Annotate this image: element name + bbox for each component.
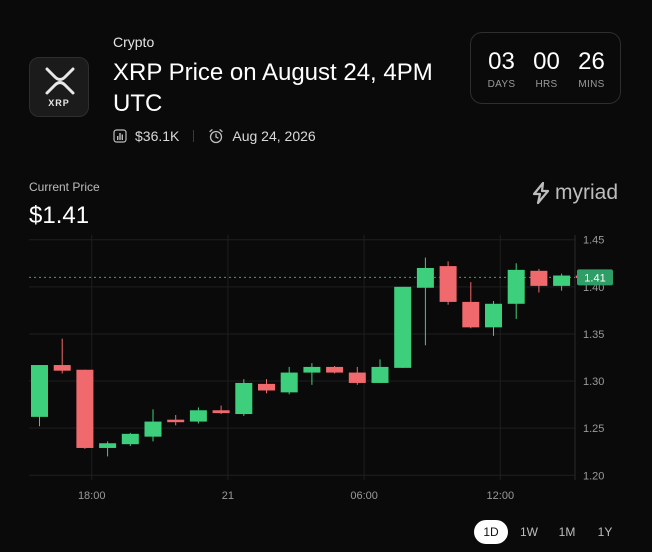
end-date: Aug 24, 2026 (232, 128, 316, 144)
brand-name: myriad (555, 181, 619, 204)
candle-down (326, 366, 344, 373)
meta-divider (193, 130, 195, 142)
category-label[interactable]: Crypto (113, 34, 155, 50)
countdown-minutes-value: 26 (578, 48, 605, 75)
y-tick-label: 1.35 (583, 329, 604, 341)
range-1m-button[interactable]: 1M (558, 525, 576, 539)
candle-up (189, 410, 207, 422)
bar-chart-icon (113, 129, 127, 143)
candle-down (462, 301, 480, 328)
candle-down (212, 410, 230, 414)
candle-up (235, 382, 253, 415)
y-tick-label: 1.20 (583, 470, 604, 482)
y-tick-label: 1.30 (583, 376, 604, 388)
candle-up (121, 433, 139, 445)
brand-logo[interactable]: myriad (530, 181, 618, 205)
alarm-clock-icon (209, 129, 224, 144)
market-title: XRP Price on August 24, 4PM UTC (113, 59, 433, 117)
current-price-value: $1.41 (29, 202, 90, 229)
candle-down (530, 270, 548, 286)
candle-up (99, 443, 117, 448)
candle-up (553, 275, 571, 286)
candle-up (303, 366, 321, 373)
countdown-days: 03 DAYS (479, 33, 524, 103)
x-tick-label: 06:00 (350, 490, 378, 502)
candle-up (280, 372, 298, 393)
x-tick-label: 18:00 (78, 490, 106, 502)
candle-down (76, 369, 94, 448)
countdown-timer: 03 DAYS 00 HRS 26 MINS (470, 32, 621, 104)
myriad-logo-icon (532, 181, 550, 205)
xrp-icon (45, 67, 75, 95)
candle-up (371, 366, 389, 383)
x-tick-label: 12:00 (487, 490, 515, 502)
x-tick-label: 21 (222, 490, 234, 502)
time-range-selector: 1D 1W 1M 1Y (474, 520, 622, 544)
candle-down (348, 372, 366, 383)
countdown-minutes-label: MINS (578, 79, 605, 90)
countdown-hours-value: 00 (533, 48, 560, 75)
y-tick-label: 1.45 (583, 235, 604, 247)
candle-down (167, 419, 185, 423)
y-tick-label: 1.25 (583, 423, 604, 435)
candle-up (416, 267, 434, 288)
countdown-days-value: 03 (488, 48, 515, 75)
logo-text: XRP (48, 98, 70, 108)
current-price-label: Current Price (29, 180, 100, 194)
candle-up (507, 269, 525, 304)
market-meta: $36.1K Aug 24, 2026 (113, 127, 316, 145)
countdown-hours-label: HRS (535, 79, 558, 90)
candle-up (144, 421, 162, 437)
candle-down (53, 365, 71, 371)
countdown-days-label: DAYS (487, 79, 516, 90)
candle-down (258, 383, 275, 391)
range-1w-button[interactable]: 1W (520, 525, 538, 539)
current-price-badge-label: 1.41 (584, 272, 605, 284)
countdown-hours: 00 HRS (524, 33, 569, 103)
candle-up (31, 365, 48, 417)
candle-down (439, 266, 457, 302)
countdown-minutes: 26 MINS (569, 33, 614, 103)
volume-value: $36.1K (135, 128, 180, 144)
candle-up (394, 286, 412, 368)
current-price-badge (577, 269, 613, 286)
candle-up (485, 303, 502, 328)
range-1d-button[interactable]: 1D (474, 520, 508, 544)
range-1y-button[interactable]: 1Y (597, 525, 613, 539)
xrp-logo: XRP (29, 57, 89, 117)
